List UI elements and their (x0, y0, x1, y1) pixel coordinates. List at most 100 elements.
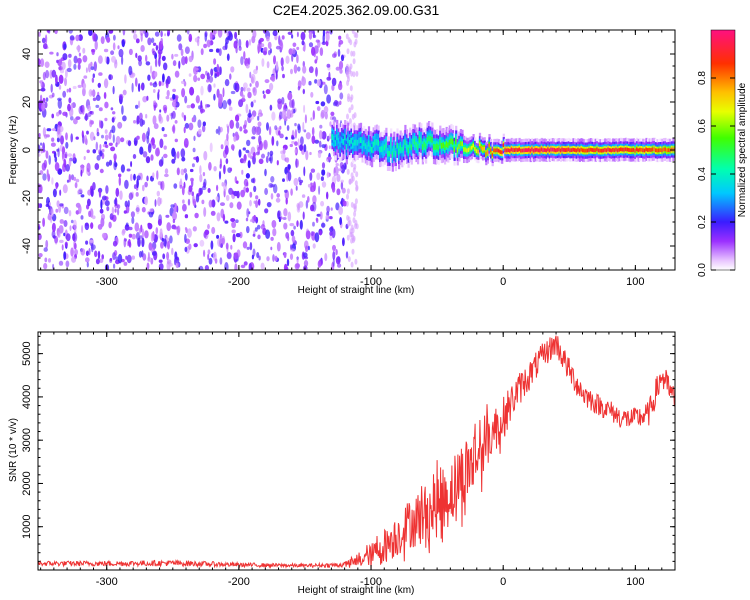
noise-speckle (149, 208, 154, 213)
spectrogram-y-ticks: -40 -20 0 20 40 (21, 29, 675, 271)
noise-speckle (131, 216, 135, 224)
noise-speckle (345, 33, 349, 40)
noise-speckle (183, 138, 189, 148)
noise-speckle (234, 252, 239, 260)
snr-series-line (38, 335, 675, 570)
noise-speckle (130, 173, 133, 182)
noise-speckle (82, 134, 85, 144)
noise-speckle (273, 55, 276, 65)
noise-speckle (224, 145, 229, 155)
noise-speckle (138, 251, 143, 258)
noise-speckle (222, 87, 225, 98)
noise-speckle (223, 182, 227, 192)
signal-cell (621, 147, 624, 152)
noise-speckle (105, 185, 109, 194)
noise-speckle (56, 59, 59, 64)
noise-speckle (226, 133, 229, 142)
noise-speckle (249, 199, 252, 207)
noise-speckle (87, 112, 92, 117)
noise-speckle (311, 127, 315, 136)
noise-speckle (323, 84, 328, 95)
noise-speckle (329, 121, 332, 127)
noise-speckle (346, 188, 350, 195)
noise-speckle (163, 145, 167, 150)
noise-speckle (136, 135, 140, 140)
noise-speckle (85, 250, 89, 257)
x-tick-label: -200 (228, 576, 250, 588)
noise-speckle (338, 206, 343, 216)
noise-speckle (72, 235, 76, 241)
noise-speckle (85, 67, 88, 73)
signal-cell (521, 148, 524, 153)
noise-speckle (290, 244, 293, 251)
noise-speckle (217, 30, 223, 38)
snr-frame (37, 331, 676, 571)
noise-speckle (167, 240, 170, 250)
signal-cell (415, 141, 418, 148)
noise-speckle (189, 86, 195, 96)
noise-speckle (217, 125, 221, 136)
noise-speckle (184, 122, 190, 129)
spectrogram-signal-track (331, 119, 675, 172)
signal-cell (529, 148, 532, 153)
noise-speckle (57, 98, 62, 109)
noise-speckle (253, 185, 257, 193)
noise-speckle (236, 180, 239, 184)
signal-cell (463, 147, 466, 152)
noise-speckle (63, 158, 67, 168)
signal-cell (399, 144, 402, 151)
noise-speckle (70, 133, 73, 143)
noise-speckle (99, 208, 104, 214)
noise-speckle (152, 42, 157, 46)
noise-speckle (113, 263, 116, 269)
noise-speckle (127, 238, 131, 247)
noise-speckle (146, 262, 150, 270)
noise-speckle (312, 195, 317, 204)
noise-speckle (75, 136, 79, 140)
noise-speckle (262, 90, 265, 95)
noise-speckle (38, 31, 41, 37)
noise-speckle (90, 90, 96, 96)
noise-speckle (246, 226, 250, 234)
noise-speckle (253, 214, 257, 222)
signal-cell (523, 148, 526, 153)
noise-speckle (207, 188, 211, 193)
noise-speckle (75, 34, 80, 42)
noise-speckle (118, 48, 124, 58)
noise-speckle (274, 255, 278, 262)
noise-speckle (113, 199, 116, 205)
noise-speckle (310, 231, 314, 237)
noise-speckle (144, 181, 148, 188)
noise-speckle (275, 197, 281, 203)
noise-speckle (98, 107, 103, 112)
noise-speckle (145, 54, 148, 63)
signal-cell (436, 143, 439, 150)
noise-speckle (208, 199, 213, 208)
noise-speckle (70, 247, 74, 257)
noise-speckle (94, 250, 98, 258)
noise-speckle (294, 141, 298, 146)
noise-speckle (265, 155, 269, 164)
noise-speckle (178, 60, 181, 69)
noise-speckle (291, 47, 296, 55)
noise-speckle (110, 50, 115, 55)
signal-cell (613, 148, 616, 153)
noise-speckle (268, 126, 272, 136)
y-tick-label: 2000 (21, 471, 33, 495)
noise-speckle (310, 185, 315, 193)
noise-speckle (302, 211, 305, 220)
noise-speckle (59, 203, 64, 207)
signal-cell (358, 137, 361, 144)
noise-speckle (75, 178, 80, 183)
noise-speckle (61, 244, 64, 251)
noise-speckle (124, 238, 127, 242)
noise-speckle (54, 30, 58, 35)
noise-speckle (263, 94, 266, 99)
noise-speckle (163, 238, 167, 247)
noise-speckle (198, 265, 204, 270)
noise-speckle (200, 85, 204, 96)
noise-speckle (330, 111, 335, 117)
noise-speckle (128, 226, 133, 231)
noise-speckle (101, 134, 104, 139)
noise-speckle (349, 96, 353, 103)
